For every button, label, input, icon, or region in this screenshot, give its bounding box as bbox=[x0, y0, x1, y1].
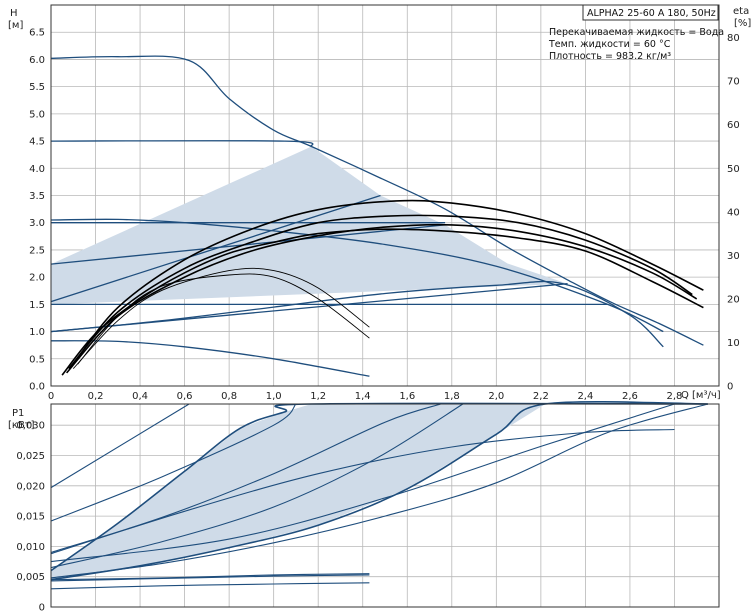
info-fluid: Перекачиваемая жидкость = Вода bbox=[549, 27, 724, 38]
efficiency-tick-label: 70 bbox=[727, 77, 740, 88]
head-curve bbox=[50, 55, 704, 346]
power-curve bbox=[50, 582, 370, 590]
head-axis-unit: [м] bbox=[8, 20, 23, 31]
efficiency-tick-label: 10 bbox=[727, 338, 740, 349]
head-axis-label: H bbox=[10, 8, 18, 19]
efficiency-curve bbox=[77, 273, 370, 365]
flow-axis-label: Q bbox=[681, 390, 689, 401]
power-tick-label: 0,015 bbox=[16, 512, 45, 523]
head-curve bbox=[50, 340, 370, 377]
flow-tick-label: 2,8 bbox=[667, 391, 683, 402]
efficiency-tick-label: 40 bbox=[727, 207, 740, 218]
power-curve bbox=[50, 403, 675, 563]
power-curve bbox=[50, 574, 370, 582]
head-tick-label: 5.0 bbox=[29, 109, 45, 120]
efficiency-curve bbox=[72, 199, 704, 365]
head-tick-label: 2.0 bbox=[29, 273, 45, 284]
head-tick-label: 6.0 bbox=[29, 55, 45, 66]
flow-tick-label: 0,6 bbox=[177, 391, 193, 402]
head-curve bbox=[50, 218, 664, 333]
power-curves bbox=[50, 400, 709, 590]
head-grid bbox=[50, 5, 719, 387]
flow-tick-label: 2,4 bbox=[577, 391, 593, 402]
power-curve bbox=[50, 403, 297, 522]
head-tick-label: 6.5 bbox=[29, 28, 45, 39]
power-curve bbox=[50, 402, 708, 572]
power-tick-label: 0 bbox=[39, 603, 45, 614]
efficiency-curve bbox=[68, 214, 693, 370]
power-curve bbox=[50, 403, 709, 579]
flow-tick-label: 1,6 bbox=[399, 391, 415, 402]
flow-tick-label: 0,4 bbox=[132, 391, 148, 402]
power-curve bbox=[50, 428, 675, 555]
head-tick-label: 1.5 bbox=[29, 300, 45, 311]
power-axis-unit: [кВт] bbox=[8, 420, 35, 431]
head-tick-label: 5.5 bbox=[29, 82, 45, 93]
head-tick-label: 4.5 bbox=[29, 137, 45, 148]
efficiency-tick-labels: 0 10 20 30 40 50 60 70 80 bbox=[727, 33, 740, 392]
power-tick-label: 0,010 bbox=[16, 542, 45, 553]
flow-tick-label: 2,6 bbox=[622, 391, 638, 402]
flow-tick-label: 0,8 bbox=[221, 391, 237, 402]
pump-label-box bbox=[582, 4, 719, 21]
efficiency-curve bbox=[72, 267, 370, 369]
power-tick-label: 0,025 bbox=[16, 451, 45, 462]
flow-tick-label: 0,2 bbox=[88, 391, 104, 402]
flow-axis-unit: [м³/ч] bbox=[692, 390, 721, 401]
efficiency-curve bbox=[66, 223, 698, 374]
power-operating-area bbox=[51, 404, 546, 580]
flow-tick-label: 1,8 bbox=[444, 391, 460, 402]
efficiency-tick-label: 0 bbox=[727, 382, 733, 393]
power-panel: 0 0,005 0,010 0,015 0,020 0,025 0,030 bbox=[16, 400, 720, 614]
head-tick-label: 1.0 bbox=[29, 327, 45, 338]
flow-tick-label: 1,2 bbox=[310, 391, 326, 402]
head-tick-label: 3.0 bbox=[29, 218, 45, 229]
power-axis-label: P1 bbox=[12, 408, 24, 419]
efficiency-tick-label: 20 bbox=[727, 294, 740, 305]
head-tick-label: 4.0 bbox=[29, 164, 45, 175]
head-curves bbox=[50, 55, 704, 377]
head-efficiency-panel: 0.0 0.5 1.0 1.5 2.0 2.5 3.0 3.5 4.0 4.5 5.0 5.5 6.0 6… bbox=[29, 4, 740, 402]
efficiency-axis-unit: [%] bbox=[734, 18, 751, 29]
power-curve bbox=[50, 403, 464, 569]
head-tick-label: 0.0 bbox=[29, 382, 45, 393]
head-curve bbox=[50, 194, 381, 303]
power-tick-label: 0,030 bbox=[16, 421, 45, 432]
efficiency-tick-label: 30 bbox=[727, 251, 740, 262]
head-tick-label: 2.5 bbox=[29, 245, 45, 256]
power-curve bbox=[50, 403, 190, 489]
efficiency-axis-label: eta bbox=[733, 6, 749, 17]
flow-tick-label: 1,4 bbox=[355, 391, 371, 402]
efficiency-tick-label: 60 bbox=[727, 120, 740, 131]
flow-tick-label: 0 bbox=[48, 391, 54, 402]
info-density: Плотность = 983.2 кг/м³ bbox=[549, 51, 671, 62]
info-temperature: Темп. жидкости = 60 °C bbox=[548, 39, 671, 50]
head-curve bbox=[50, 140, 314, 148]
flow-tick-label: 2,0 bbox=[488, 391, 504, 402]
head-tick-labels: 0.0 0.5 1.0 1.5 2.0 2.5 3.0 3.5 4.0 4.5 5.0 5.5 6.0 6… bbox=[29, 28, 45, 393]
head-curve bbox=[50, 224, 446, 265]
power-tick-labels: 0 0,005 0,010 0,015 0,020 0,025 0,030 bbox=[16, 421, 45, 614]
power-curve bbox=[50, 573, 370, 581]
head-tick-label: 0.5 bbox=[29, 354, 45, 365]
flow-tick-label: 2,2 bbox=[533, 391, 549, 402]
pump-label: ALPHA2 25-60 A 180, 50Hz bbox=[587, 8, 716, 19]
flow-tick-label: 1,0 bbox=[266, 391, 282, 402]
efficiency-tick-label: 50 bbox=[727, 164, 740, 175]
efficiency-tick-label: 80 bbox=[727, 33, 740, 44]
head-tick-label: 3.5 bbox=[29, 191, 45, 202]
power-tick-label: 0,005 bbox=[16, 572, 45, 583]
flow-tick-labels: 0 0,2 0,4 0,6 0,8 1,0 1,2 1,4 1,6 1,8 2,0 2,2 2,4 2,6… bbox=[48, 391, 683, 402]
head-curve bbox=[50, 280, 664, 348]
power-frame bbox=[50, 403, 720, 608]
head-frame bbox=[50, 4, 720, 387]
power-tick-label: 0,020 bbox=[16, 481, 45, 492]
efficiency-curve bbox=[61, 228, 704, 376]
